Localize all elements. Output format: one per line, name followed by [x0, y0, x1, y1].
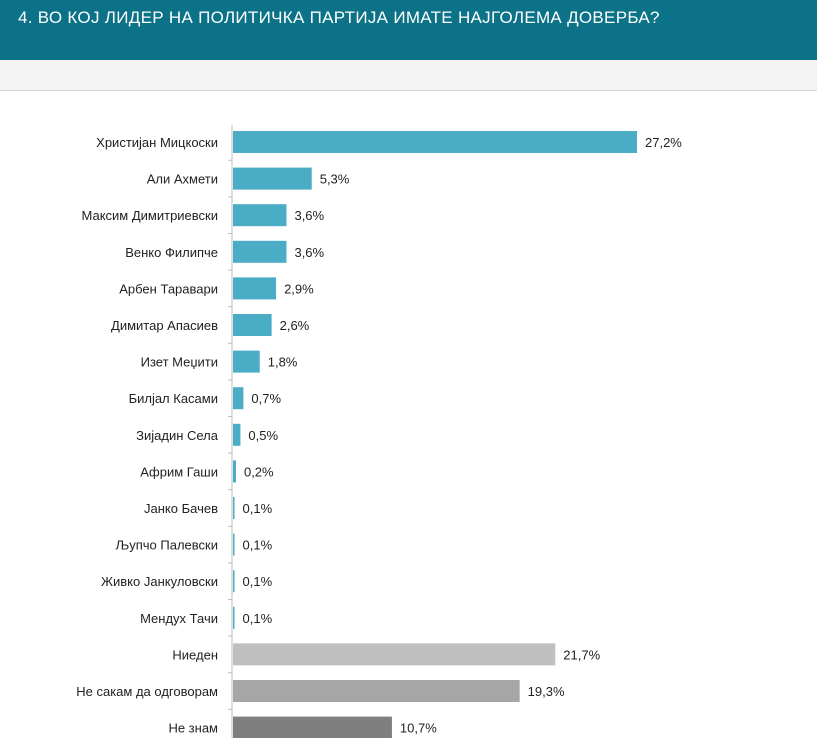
bar: [233, 533, 235, 556]
bar: [233, 314, 272, 336]
bar: [233, 167, 312, 190]
value-label: 2,9%: [284, 281, 314, 296]
bar: [233, 497, 235, 519]
value-label: 0,1%: [243, 501, 273, 516]
bar: [233, 277, 277, 300]
category-label: Не сакам да одговорам: [76, 684, 218, 699]
value-label: 10,7%: [400, 721, 437, 736]
value-label: 1,8%: [268, 355, 298, 370]
category-label: Арбен Таравари: [119, 281, 218, 296]
bar: [233, 643, 556, 666]
value-label: 0,7%: [251, 391, 281, 406]
category-label: Христијан Мицкоски: [96, 135, 218, 150]
value-label: 0,5%: [248, 428, 278, 443]
bar: [233, 131, 637, 153]
bar: [233, 350, 260, 373]
category-label: Живко Јанкуловски: [101, 574, 218, 589]
bar: [233, 460, 236, 483]
category-label: Мендух Тачи: [140, 611, 218, 626]
bar: [233, 423, 241, 446]
value-label: 0,1%: [243, 611, 273, 626]
category-label: Ниеден: [172, 647, 218, 662]
category-label: Не знам: [168, 721, 218, 736]
bar: [233, 240, 287, 263]
value-label: 19,3%: [528, 684, 565, 699]
category-label: Венко Филипче: [125, 245, 218, 260]
bar: [233, 204, 287, 227]
category-label: Јанко Бачев: [144, 501, 218, 516]
value-label: 0,1%: [243, 538, 273, 553]
bar: [233, 716, 392, 738]
toolbar-band: [0, 60, 817, 91]
value-label: 2,6%: [280, 318, 310, 333]
value-label: 3,6%: [294, 208, 324, 223]
header-bar: 4. ВО КОЈ ЛИДЕР НА ПОЛИТИЧКА ПАРТИЈА ИМА…: [0, 0, 817, 60]
category-label: Димитар Апасиев: [111, 318, 218, 333]
bar: [233, 387, 244, 410]
value-label: 5,3%: [320, 172, 350, 187]
value-label: 3,6%: [294, 245, 324, 260]
value-label: 21,7%: [563, 647, 600, 662]
category-label: Изет Меџити: [141, 355, 218, 370]
category-label: Африм Гаши: [140, 464, 218, 479]
value-label: 27,2%: [645, 135, 682, 150]
value-label: 0,1%: [243, 574, 273, 589]
category-label: Љупчо Палевски: [116, 538, 219, 553]
category-label: Билјал Касами: [129, 391, 218, 406]
bar: [233, 570, 235, 593]
bar: [233, 680, 520, 702]
category-label: Максим Димитриевски: [82, 208, 219, 223]
value-label: 0,2%: [244, 464, 274, 479]
category-label: Зијадин Села: [136, 428, 219, 443]
chart-title: 4. ВО КОЈ ЛИДЕР НА ПОЛИТИЧКА ПАРТИЈА ИМА…: [18, 8, 660, 27]
bar: [233, 606, 235, 629]
category-label: Али Ахмети: [147, 172, 218, 187]
